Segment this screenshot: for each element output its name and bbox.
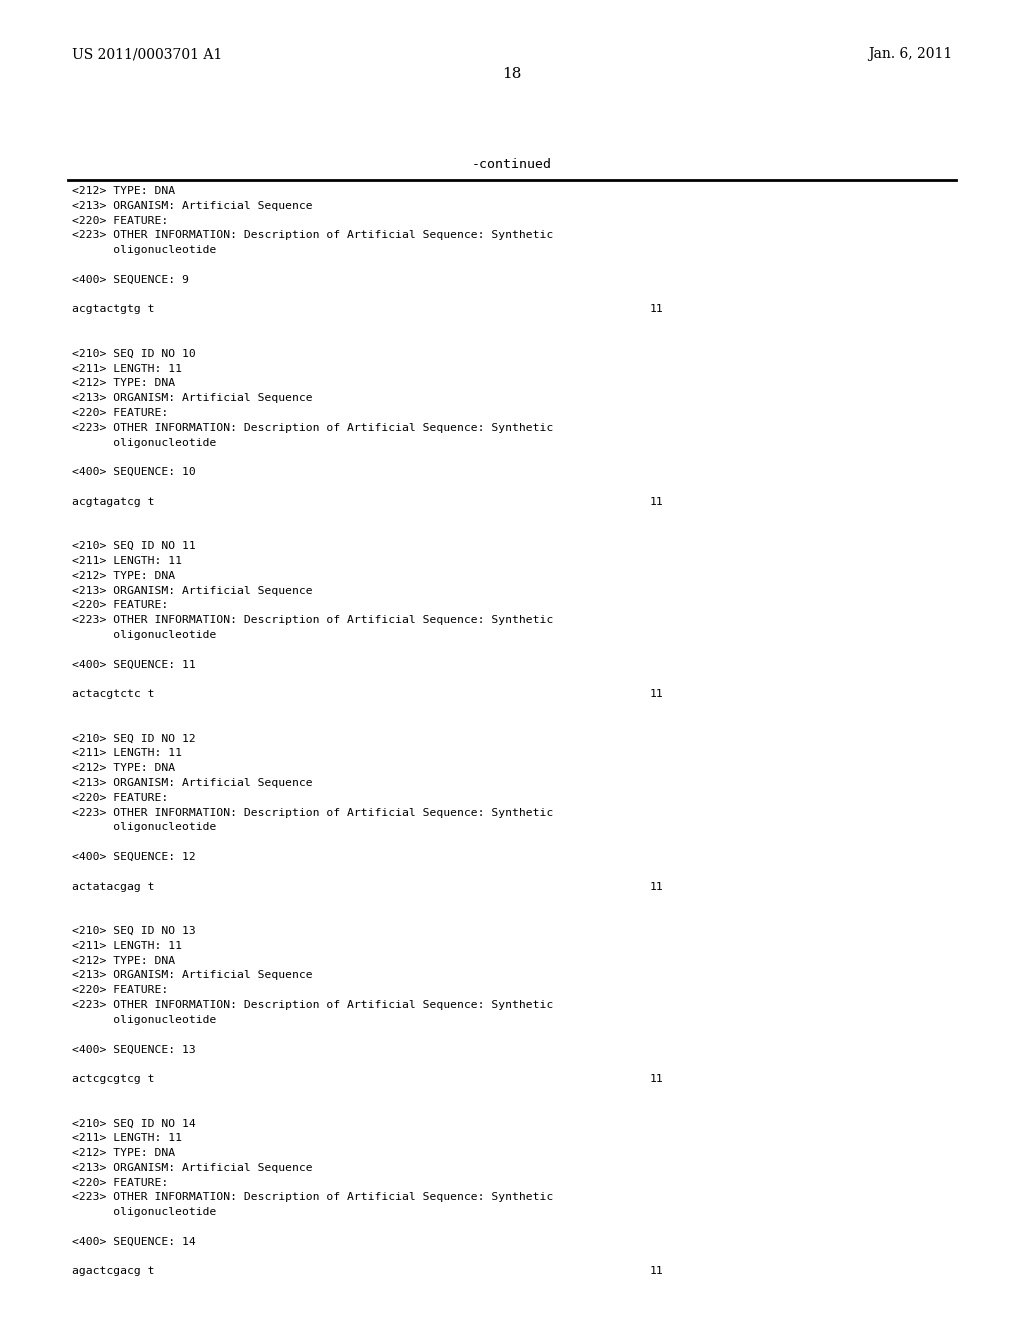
Text: oligonucleotide: oligonucleotide [72, 1208, 216, 1217]
Text: 18: 18 [503, 67, 521, 81]
Text: <223> OTHER INFORMATION: Description of Artificial Sequence: Synthetic: <223> OTHER INFORMATION: Description of … [72, 422, 553, 433]
Text: <400> SEQUENCE: 9: <400> SEQUENCE: 9 [72, 275, 188, 285]
Text: <400> SEQUENCE: 10: <400> SEQUENCE: 10 [72, 467, 196, 478]
Text: 11: 11 [650, 1074, 664, 1084]
Text: actacgtctc t: actacgtctc t [72, 689, 155, 700]
Text: oligonucleotide: oligonucleotide [72, 630, 216, 640]
Text: <223> OTHER INFORMATION: Description of Artificial Sequence: Synthetic: <223> OTHER INFORMATION: Description of … [72, 231, 553, 240]
Text: <212> TYPE: DNA: <212> TYPE: DNA [72, 379, 175, 388]
Text: oligonucleotide: oligonucleotide [72, 246, 216, 255]
Text: <213> ORGANISM: Artificial Sequence: <213> ORGANISM: Artificial Sequence [72, 586, 312, 595]
Text: 11: 11 [650, 496, 664, 507]
Text: <223> OTHER INFORMATION: Description of Artificial Sequence: Synthetic: <223> OTHER INFORMATION: Description of … [72, 1192, 553, 1203]
Text: <220> FEATURE:: <220> FEATURE: [72, 1177, 168, 1188]
Text: <213> ORGANISM: Artificial Sequence: <213> ORGANISM: Artificial Sequence [72, 1163, 312, 1172]
Text: <212> TYPE: DNA: <212> TYPE: DNA [72, 570, 175, 581]
Text: <212> TYPE: DNA: <212> TYPE: DNA [72, 1148, 175, 1158]
Text: <212> TYPE: DNA: <212> TYPE: DNA [72, 956, 175, 966]
Text: Jan. 6, 2011: Jan. 6, 2011 [867, 48, 952, 61]
Text: actcgcgtcg t: actcgcgtcg t [72, 1074, 155, 1084]
Text: <210> SEQ ID NO 13: <210> SEQ ID NO 13 [72, 927, 196, 936]
Text: actatacgag t: actatacgag t [72, 882, 155, 891]
Text: <210> SEQ ID NO 14: <210> SEQ ID NO 14 [72, 1118, 196, 1129]
Text: <223> OTHER INFORMATION: Description of Artificial Sequence: Synthetic: <223> OTHER INFORMATION: Description of … [72, 1001, 553, 1010]
Text: <211> LENGTH: 11: <211> LENGTH: 11 [72, 748, 182, 759]
Text: <212> TYPE: DNA: <212> TYPE: DNA [72, 763, 175, 774]
Text: agactcgacg t: agactcgacg t [72, 1266, 155, 1276]
Text: 11: 11 [650, 882, 664, 891]
Text: acgtagatcg t: acgtagatcg t [72, 496, 155, 507]
Text: <213> ORGANISM: Artificial Sequence: <213> ORGANISM: Artificial Sequence [72, 777, 312, 788]
Text: 11: 11 [650, 1266, 664, 1276]
Text: <223> OTHER INFORMATION: Description of Artificial Sequence: Synthetic: <223> OTHER INFORMATION: Description of … [72, 615, 553, 626]
Text: <213> ORGANISM: Artificial Sequence: <213> ORGANISM: Artificial Sequence [72, 393, 312, 403]
Text: <211> LENGTH: 11: <211> LENGTH: 11 [72, 941, 182, 950]
Text: <210> SEQ ID NO 12: <210> SEQ ID NO 12 [72, 734, 196, 743]
Text: -continued: -continued [472, 158, 552, 172]
Text: US 2011/0003701 A1: US 2011/0003701 A1 [72, 48, 222, 61]
Text: <220> FEATURE:: <220> FEATURE: [72, 601, 168, 610]
Text: <220> FEATURE:: <220> FEATURE: [72, 408, 168, 418]
Text: <213> ORGANISM: Artificial Sequence: <213> ORGANISM: Artificial Sequence [72, 201, 312, 211]
Text: <213> ORGANISM: Artificial Sequence: <213> ORGANISM: Artificial Sequence [72, 970, 312, 981]
Text: 11: 11 [650, 689, 664, 700]
Text: <211> LENGTH: 11: <211> LENGTH: 11 [72, 363, 182, 374]
Text: <400> SEQUENCE: 13: <400> SEQUENCE: 13 [72, 1044, 196, 1055]
Text: acgtactgtg t: acgtactgtg t [72, 305, 155, 314]
Text: 11: 11 [650, 305, 664, 314]
Text: <211> LENGTH: 11: <211> LENGTH: 11 [72, 1133, 182, 1143]
Text: <220> FEATURE:: <220> FEATURE: [72, 215, 168, 226]
Text: <400> SEQUENCE: 14: <400> SEQUENCE: 14 [72, 1237, 196, 1247]
Text: oligonucleotide: oligonucleotide [72, 438, 216, 447]
Text: <220> FEATURE:: <220> FEATURE: [72, 985, 168, 995]
Text: <223> OTHER INFORMATION: Description of Artificial Sequence: Synthetic: <223> OTHER INFORMATION: Description of … [72, 808, 553, 817]
Text: <210> SEQ ID NO 11: <210> SEQ ID NO 11 [72, 541, 196, 552]
Text: <220> FEATURE:: <220> FEATURE: [72, 793, 168, 803]
Text: <210> SEQ ID NO 10: <210> SEQ ID NO 10 [72, 348, 196, 359]
Text: <400> SEQUENCE: 11: <400> SEQUENCE: 11 [72, 660, 196, 669]
Text: oligonucleotide: oligonucleotide [72, 822, 216, 833]
Text: <211> LENGTH: 11: <211> LENGTH: 11 [72, 556, 182, 566]
Text: <212> TYPE: DNA: <212> TYPE: DNA [72, 186, 175, 195]
Text: <400> SEQUENCE: 12: <400> SEQUENCE: 12 [72, 851, 196, 862]
Text: oligonucleotide: oligonucleotide [72, 1015, 216, 1024]
